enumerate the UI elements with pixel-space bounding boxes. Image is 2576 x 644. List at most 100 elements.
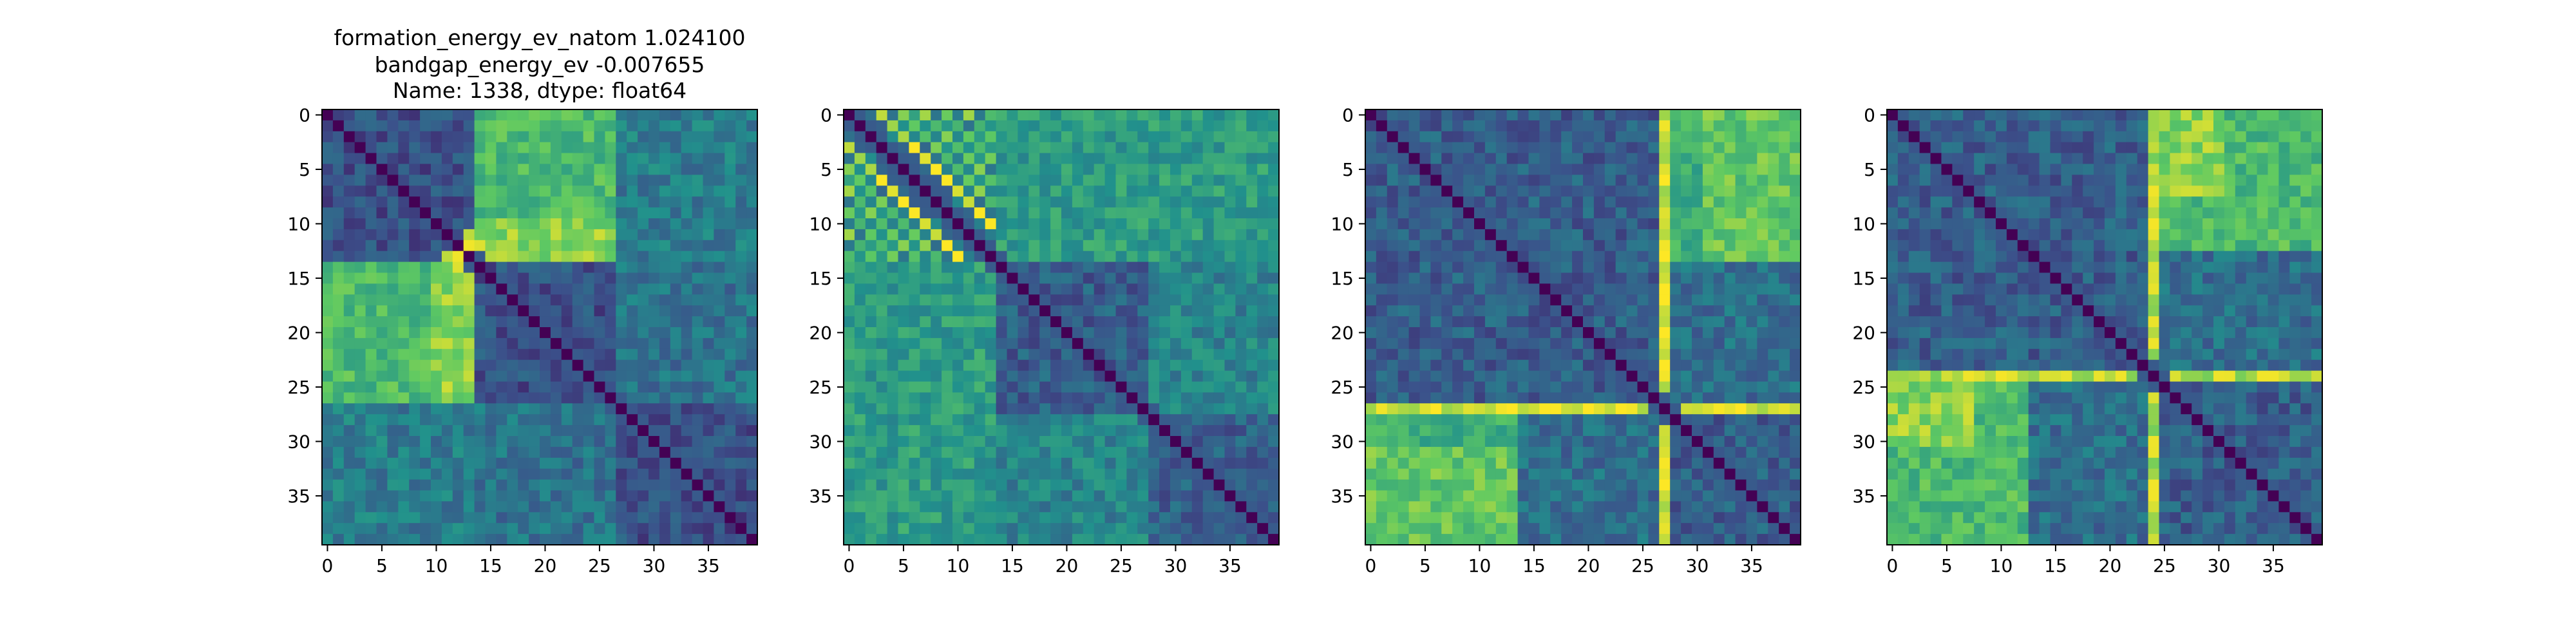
- heatmap-cell: [942, 523, 953, 535]
- heatmap-cell: [365, 348, 377, 361]
- heatmap-cell: [1083, 523, 1095, 535]
- heatmap-cell: [1692, 251, 1703, 263]
- heatmap-cell: [1257, 120, 1269, 132]
- heatmap-cell: [1094, 457, 1106, 469]
- heatmap-cell: [1539, 523, 1551, 535]
- heatmap-cell: [1724, 370, 1736, 383]
- heatmap-cell: [1593, 175, 1605, 186]
- heatmap-cell: [703, 196, 714, 208]
- heatmap-cell: [1408, 446, 1421, 459]
- heatmap-cell: [1408, 196, 1421, 208]
- heatmap-cell: [1681, 294, 1692, 306]
- heatmap-cell: [1604, 490, 1616, 502]
- heatmap-cell: [627, 534, 638, 545]
- heatmap-cell: [1659, 490, 1671, 502]
- heatmap-cell: [1430, 196, 1442, 208]
- heatmap-cell: [1593, 381, 1605, 393]
- heatmap-cell: [1115, 523, 1127, 535]
- heatmap-cell: [1419, 207, 1431, 219]
- heatmap-cell: [746, 370, 758, 383]
- heatmap-cell: [1257, 185, 1269, 197]
- heatmap-cell: [1692, 501, 1703, 513]
- heatmap-cell: [714, 196, 725, 208]
- heatmap-cell: [1702, 185, 1714, 197]
- heatmap-cell: [1626, 196, 1638, 208]
- heatmap-cell: [1365, 523, 1377, 535]
- heatmap-cell: [1561, 523, 1573, 535]
- heatmap-cell: [1713, 425, 1725, 437]
- heatmap-cell: [540, 164, 551, 175]
- heatmap-cell: [952, 501, 964, 513]
- heatmap-cell: [1452, 305, 1464, 317]
- heatmap-cell: [572, 120, 584, 132]
- heatmap-cell: [322, 131, 334, 143]
- heatmap-cell: [974, 196, 986, 208]
- heatmap-cell: [529, 229, 540, 241]
- heatmap-cell: [1126, 294, 1138, 306]
- heatmap-cell: [1148, 153, 1160, 165]
- heatmap-cell: [714, 468, 725, 480]
- heatmap-cell: [1713, 305, 1725, 317]
- heatmap-cell: [441, 294, 453, 306]
- heatmap-cell: [1615, 316, 1627, 328]
- heatmap-cell: [529, 446, 540, 459]
- heatmap-cell: [909, 251, 920, 263]
- heatmap-cell: [1224, 305, 1236, 317]
- heatmap-cell: [1517, 392, 1530, 404]
- heatmap-cell: [1648, 251, 1660, 263]
- heatmap-cell: [365, 479, 377, 491]
- heatmap-cell: [1887, 131, 1899, 143]
- heatmap-cell: [387, 196, 399, 208]
- heatmap-cell: [854, 414, 866, 426]
- heatmap-cell: [1539, 446, 1551, 459]
- heatmap-cell: [844, 457, 855, 469]
- heatmap-cell: [1419, 457, 1431, 469]
- heatmap-cell: [865, 218, 877, 230]
- heatmap-cell: [1452, 109, 1464, 121]
- heatmap-cell: [1365, 446, 1377, 459]
- heatmap-cell: [1213, 425, 1226, 437]
- heatmap-cell: [1094, 240, 1106, 252]
- heatmap-cell: [1419, 381, 1431, 393]
- heatmap-cell: [1419, 261, 1431, 274]
- heatmap-cell: [931, 381, 942, 393]
- heatmap-cell: [540, 490, 551, 502]
- heatmap-cell: [507, 207, 518, 219]
- heatmap-cell: [561, 240, 573, 252]
- heatmap-cell: [507, 348, 518, 361]
- heatmap-cell: [1713, 283, 1725, 295]
- heatmap-cell: [1626, 305, 1638, 317]
- heatmap-cell: [844, 403, 855, 415]
- heatmap-cell: [1018, 142, 1029, 154]
- heatmap-cell: [540, 436, 551, 448]
- heatmap-cell: [1474, 490, 1486, 502]
- heatmap-cell: [1170, 457, 1182, 469]
- heatmap-cell: [1550, 272, 1562, 284]
- heatmap-cell: [1790, 218, 1801, 230]
- heatmap-cell: [1061, 337, 1073, 350]
- heatmap-cell: [474, 164, 486, 175]
- heatmap-cell: [681, 381, 693, 393]
- heatmap-cell: [974, 120, 986, 132]
- heatmap-cell: [1692, 327, 1703, 339]
- heatmap-cell: [1050, 218, 1062, 230]
- heatmap-cell: [1083, 381, 1095, 393]
- heatmap-cell: [322, 425, 334, 437]
- heatmap-cell: [1779, 218, 1790, 230]
- heatmap-cell: [1115, 120, 1127, 132]
- heatmap-cell: [1268, 218, 1280, 230]
- heatmap-cell: [1268, 207, 1280, 219]
- heatmap-cell: [1191, 240, 1204, 252]
- heatmap-cell: [1539, 153, 1551, 165]
- heatmap-cell: [1202, 468, 1215, 480]
- heatmap-cell: [1615, 207, 1627, 219]
- heatmap-cell: [909, 457, 920, 469]
- heatmap-cell: [865, 164, 877, 175]
- heatmap-cell: [1659, 251, 1671, 263]
- heatmap-cell: [1790, 261, 1801, 274]
- heatmap-cell: [332, 164, 345, 175]
- heatmap-cell: [354, 272, 366, 284]
- heatmap-cell: [1757, 392, 1768, 404]
- heatmap-cell: [724, 109, 736, 121]
- heatmap-cell: [1713, 337, 1725, 350]
